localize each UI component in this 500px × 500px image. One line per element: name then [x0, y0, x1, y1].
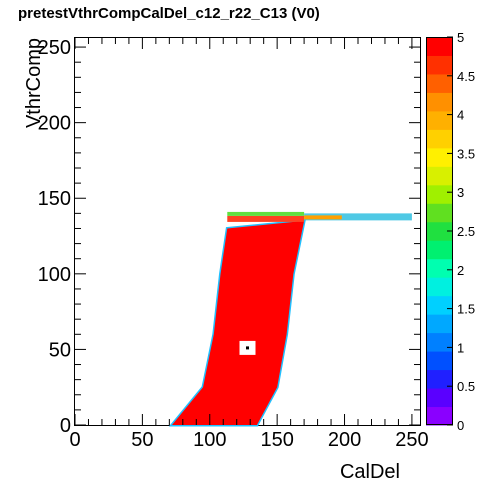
y-axis-label: VthrComp [23, 38, 45, 128]
heatmap-top-band [227, 215, 305, 222]
heatmap-layer [168, 211, 412, 427]
marker-dot [246, 346, 249, 350]
heatmap-plateau-core [304, 215, 342, 220]
colorbar-swatch [426, 166, 453, 186]
colorbar-swatch [426, 55, 453, 75]
colorbar-swatch [426, 37, 453, 56]
colorbar-swatch [426, 388, 453, 408]
x-tick-label: 0 [69, 429, 80, 451]
colorbar-swatch [426, 110, 453, 130]
y-tick-label: 150 [38, 188, 71, 210]
colorbar-tick-label: 1 [457, 340, 464, 355]
colorbar-swatch [426, 277, 453, 297]
colorbar-swatch [426, 351, 453, 371]
colorbar-swatch [426, 240, 453, 260]
colorbar-swatch [426, 258, 453, 278]
heatmap-top-fringe [227, 211, 305, 216]
y-tick-label: 100 [38, 264, 71, 286]
y-tick-label: 50 [49, 339, 71, 361]
x-tick-label: 250 [395, 429, 428, 451]
x-tick-label: 150 [260, 429, 293, 451]
colorbar-swatch [426, 92, 453, 112]
x-tick-label: 50 [131, 429, 153, 451]
colorbar-swatch [426, 369, 453, 389]
colorbar-swatch [426, 203, 453, 223]
colorbar-tick-label: 2.5 [457, 224, 475, 239]
y-tick-label: 0 [60, 415, 71, 437]
x-axis-label: CalDel [340, 461, 400, 483]
chart-title: pretestVthrCompCalDel_c12_r22_C13 (V0) [18, 5, 320, 22]
colorbar-tick-label: 4 [457, 108, 464, 123]
colorbar-swatch [426, 406, 453, 426]
heatmap-saturated-region [172, 220, 305, 425]
colorbar-tick-label: 2 [457, 263, 464, 278]
axes: 0 50 100 150 200 250 0 50 100 150 200 250 [38, 37, 429, 451]
colorbar-swatch [426, 295, 453, 315]
colorbar: 0 0.5 1 1.5 2 2.5 3 3.5 4 4.5 5 [426, 30, 475, 433]
colorbar-tick-label: 4.5 [457, 69, 475, 84]
colorbar-tick-label: 5 [457, 30, 464, 45]
colorbar-swatch [426, 147, 453, 167]
colorbar-swatch [426, 221, 453, 241]
colorbar-swatch [426, 129, 453, 149]
colorbar-swatch [426, 314, 453, 334]
colorbar-tick-label: 3 [457, 185, 464, 200]
colorbar-swatch [426, 184, 453, 204]
x-tick-label: 200 [328, 429, 361, 451]
colorbar-tick-label: 1.5 [457, 302, 475, 317]
colorbar-tick-label: 0.5 [457, 379, 475, 394]
y-tick-label: 250 [38, 37, 71, 59]
y-tick-label: 200 [38, 113, 71, 135]
colorbar-swatch [426, 332, 453, 352]
colorbar-tick-label: 0 [457, 418, 464, 433]
heatmap-plateau [304, 213, 412, 221]
colorbar-tick-label: 3.5 [457, 146, 475, 161]
x-tick-label: 100 [193, 429, 226, 451]
colorbar-swatch [426, 73, 453, 93]
